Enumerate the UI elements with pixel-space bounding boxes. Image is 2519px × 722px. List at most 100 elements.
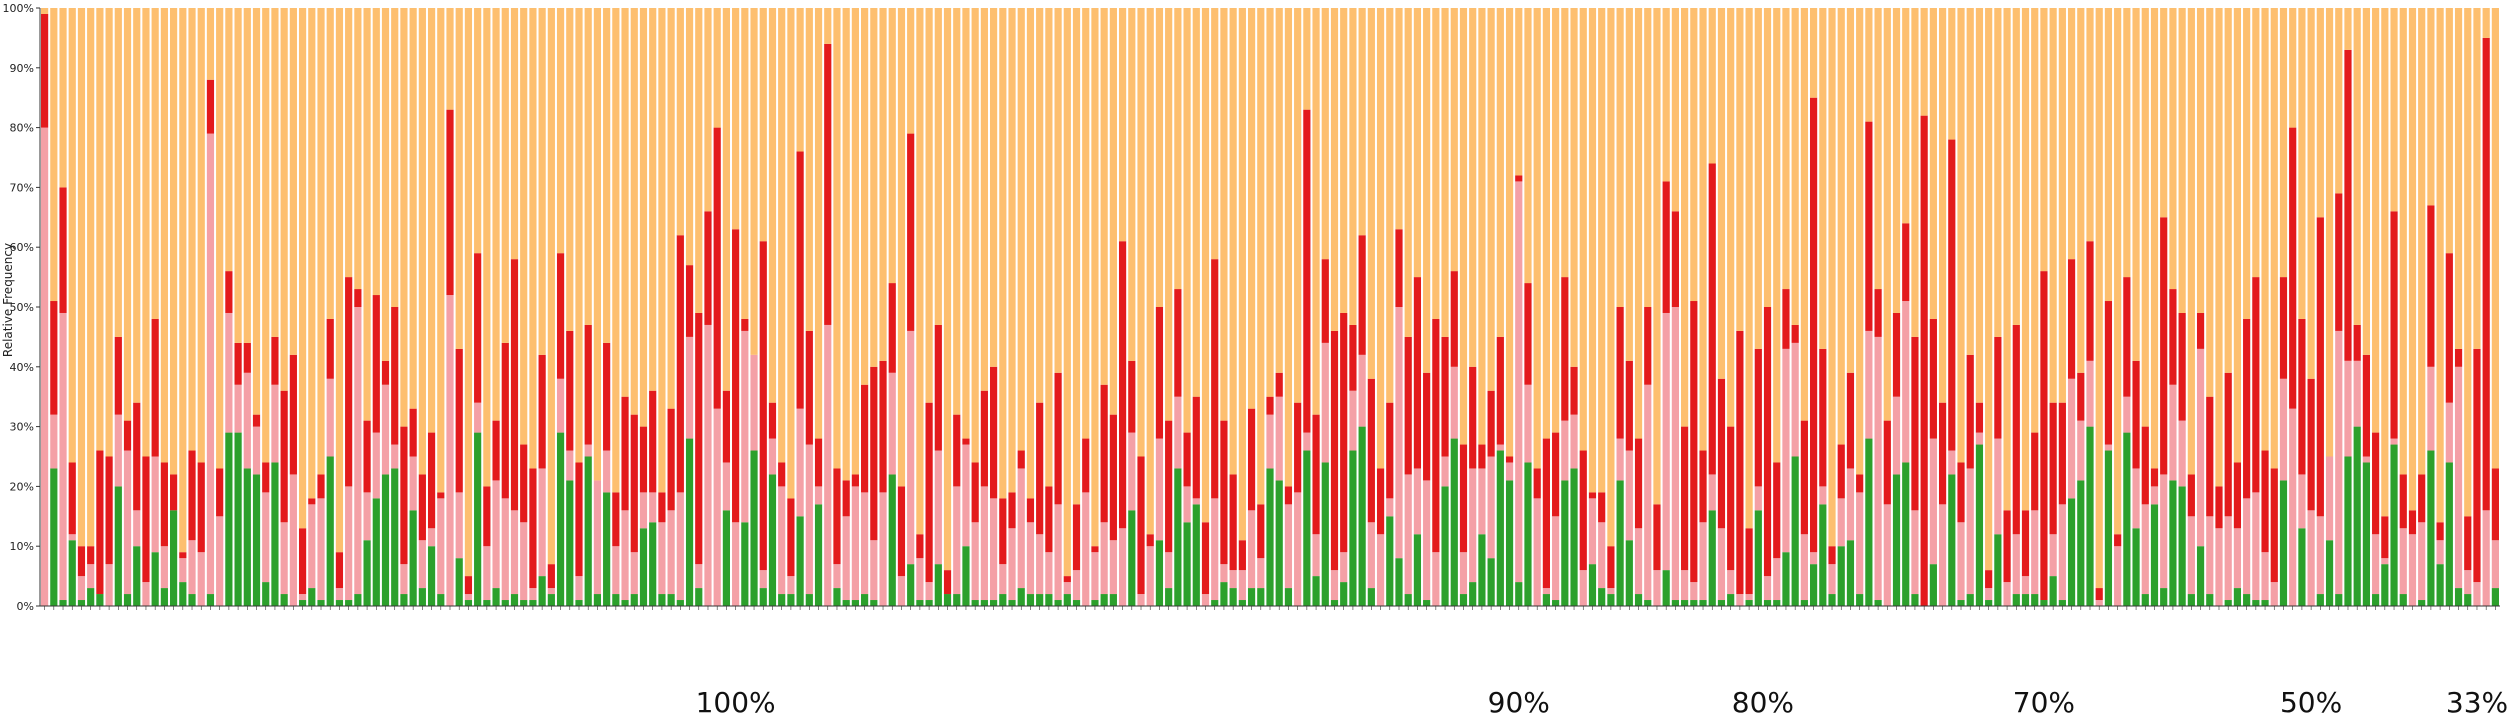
bar-segment-pink [612,546,620,595]
bar-segment-red [1063,576,1071,583]
bar-segment-pink [2270,582,2278,606]
bar-segment-red [197,462,205,553]
bar-segment-red [160,462,168,547]
bar-segment-orange [556,8,565,254]
bar-segment-orange [483,8,491,487]
bar-segment-green [990,600,998,606]
bar-segment-orange [1358,8,1366,236]
bar-segment-orange [768,8,777,403]
bar-segment-pink [1681,570,1689,601]
bar [667,8,675,606]
bar [1929,8,1937,606]
bar-segment-orange [1118,8,1127,242]
bar-segment-pink [556,378,565,433]
bar-segment-pink [317,498,325,601]
bar-segment-green [2123,432,2131,606]
bar-segment-pink [225,312,233,433]
bar-segment-pink [1708,474,1716,511]
bar-segment-orange [1266,8,1274,397]
bar-segment-orange [943,8,952,571]
bar-segment-pink [1137,594,1145,606]
bar-segment-red [2418,474,2426,523]
bar-segment-green [1994,534,2002,606]
bar-segment-pink [2086,360,2094,427]
bar-segment-red [1036,402,1044,535]
y-tick-label: 20% [10,480,34,493]
bar-segment-green [1634,594,1643,606]
bar-segment-green [335,600,344,606]
bar [1165,8,1173,606]
bar-segment-red [1413,277,1422,469]
bar-segment-red [1183,432,1191,487]
bar-segment-green [649,522,657,606]
bar-segment-green [1247,588,1256,606]
bar-segment-pink [1349,390,1357,451]
bar-segment-green [2160,588,2168,606]
bar-segment-pink [1957,522,1965,601]
bar-segment-orange [2196,8,2205,313]
bar-segment-red [1883,420,1891,505]
bar-segment-green [980,600,988,606]
bar [879,8,887,606]
bar-segment-orange [271,8,279,337]
bar-segment-green [888,474,896,606]
bar-segment-orange [1238,8,1246,541]
bar-segment-red [732,229,740,523]
bar-segment-red [676,235,684,493]
bar-segment-pink [2344,360,2352,457]
bar-segment-orange [234,8,242,343]
bar-segment-green [1413,534,1422,606]
bar-segment-red [2464,516,2472,571]
bar [925,8,933,606]
bar-segment-pink [1929,438,1937,565]
bar-segment-pink [2445,402,2453,463]
bar-segment-pink [1036,534,1044,595]
bar-segment-orange [1247,8,1256,409]
bar-segment-green [1791,456,1799,606]
bar-segment-pink [308,504,316,589]
bar-segment-green [2233,588,2242,606]
bar-segment-orange [2252,8,2260,278]
bar-segment-orange [2160,8,2168,218]
bar [2132,8,2140,606]
bar-segment-red [2012,324,2020,535]
bar-segment-green [123,594,132,606]
bar-segment-green [1459,594,1468,606]
bar [354,8,362,606]
bar-segment-red [2279,277,2288,379]
bar-segment-red [2436,522,2444,541]
bar-segment-pink [1699,522,1707,601]
bar [2123,8,2131,606]
bar-segment-red [1653,504,1661,571]
bar-segment-green [593,594,602,606]
bar-segment-red [418,474,426,541]
bar-segment-green [584,456,592,606]
bar [1681,8,1689,606]
bar [547,8,555,606]
bar-segment-orange [1828,8,1836,547]
bar-segment-red [1026,498,1035,523]
bar-segment-orange [1155,8,1164,307]
bar [1036,8,1044,606]
bar [575,8,583,606]
bar-segment-pink [630,552,638,595]
bar-segment-red [409,408,417,457]
bar-segment-pink [1515,181,1523,583]
bar [1183,8,1191,606]
bar-segment-pink [2077,420,2085,481]
bar-segment-orange [962,8,970,439]
bar-segment-green [1505,480,1514,606]
bar-segment-pink [1800,534,1808,601]
bar [1892,8,1901,606]
bar [335,8,344,606]
bar-segment-red [1662,181,1670,313]
bar-segment-pink [1966,468,1974,595]
bar-segment-orange [2362,8,2370,355]
bar-segment-pink [1423,480,1431,601]
bar-segment-orange [335,8,344,553]
bar [308,8,316,606]
bar [1386,8,1394,606]
bar-segment-pink [1174,396,1182,469]
bar [1588,8,1597,606]
bar-segment-orange [861,8,869,385]
